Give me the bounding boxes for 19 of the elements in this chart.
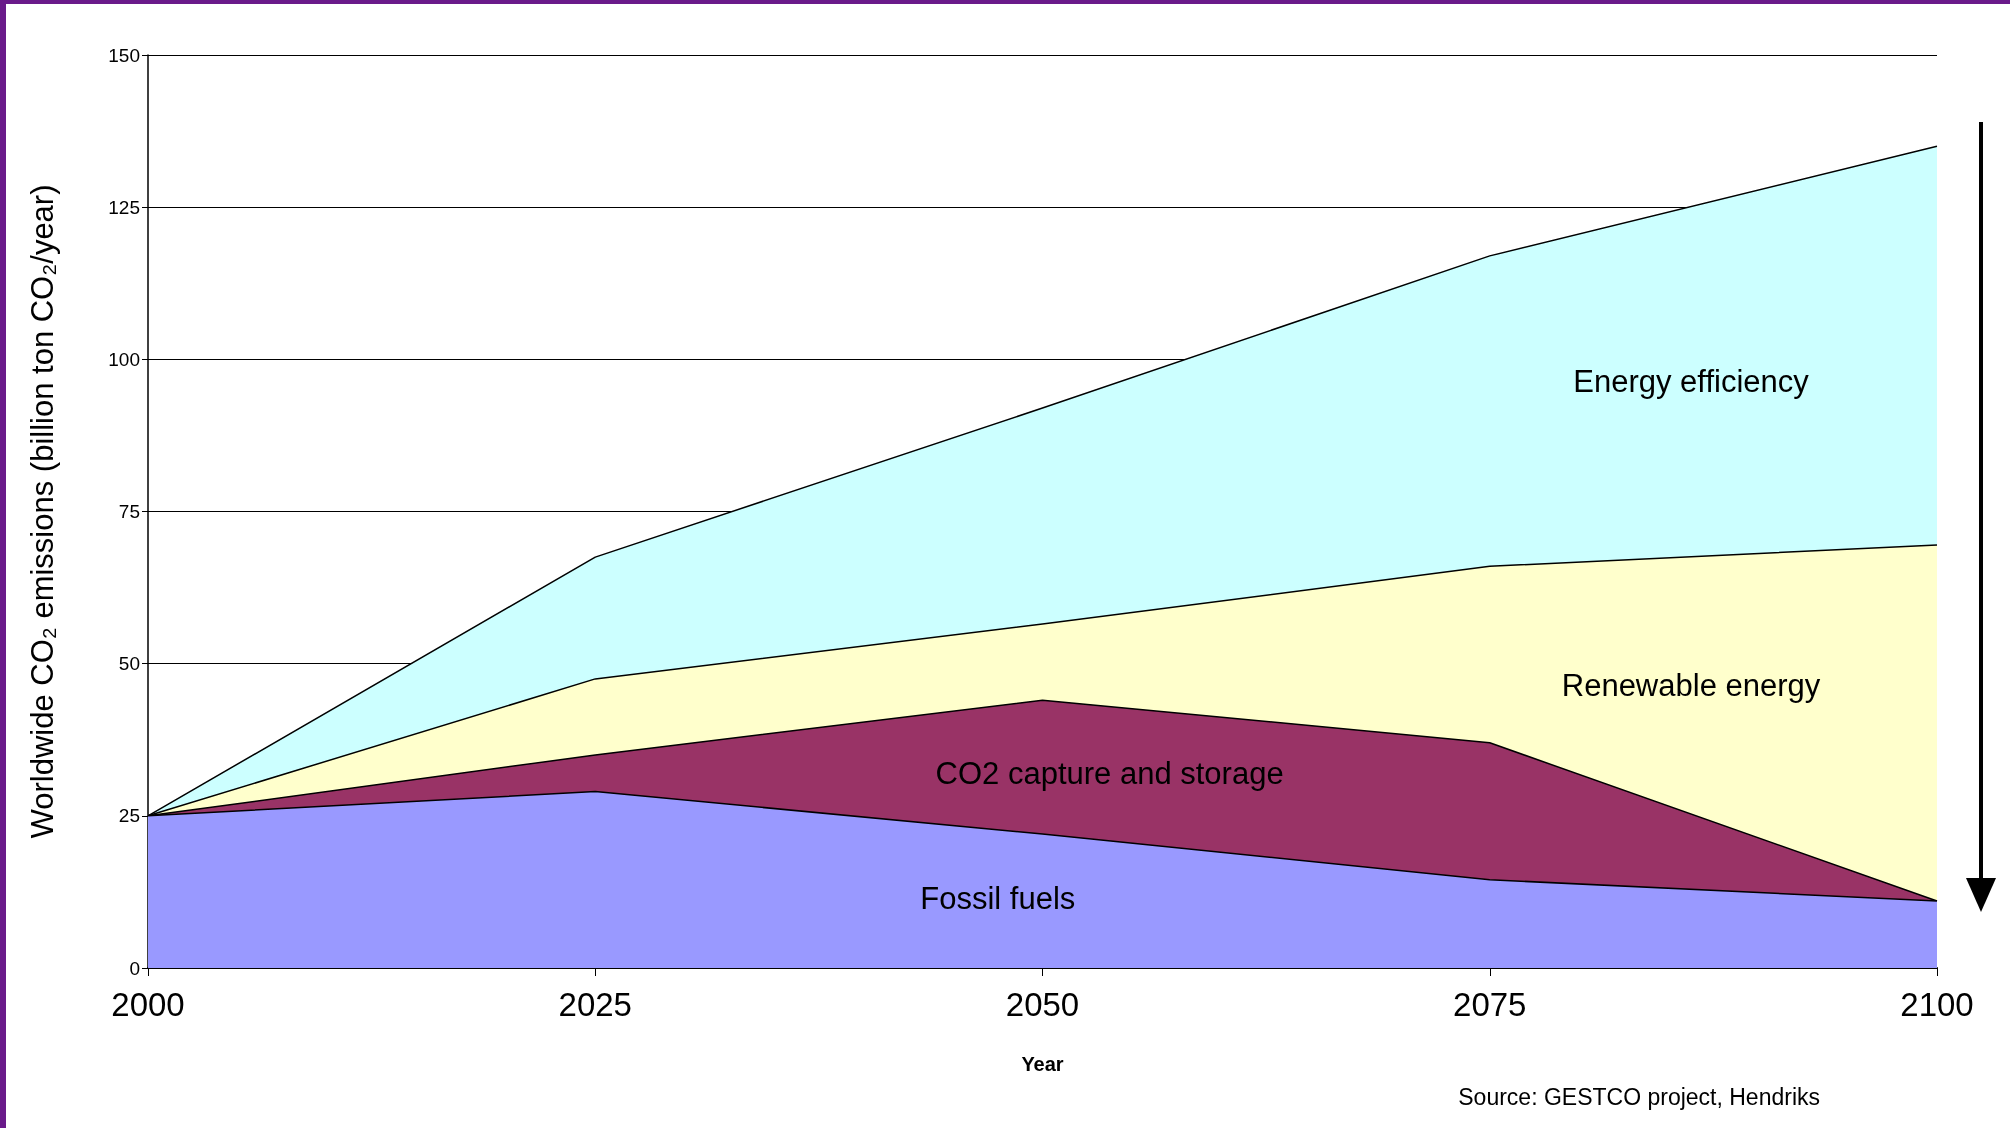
y-tick-label: 50	[118, 653, 140, 675]
x-axis-title: Year	[1021, 1053, 1064, 1075]
y-tick-label: 150	[108, 44, 140, 66]
y-axis-title: Worldwide CO₂ emissions (billion ton CO₂/year)	[25, 184, 60, 839]
x-tick-label: 2100	[1900, 986, 1974, 1023]
x-tick-label: 2000	[111, 986, 185, 1023]
y-tick-label: 0	[129, 957, 140, 979]
y-tick-label: 25	[118, 805, 140, 827]
series-label: Energy efficiency	[1573, 364, 1810, 400]
source-note: Source: GESTCO project, Hendriks	[1458, 1083, 1820, 1110]
series-label: Fossil fuels	[920, 881, 1076, 917]
x-tick-label: 2075	[1453, 986, 1527, 1023]
x-tick-label: 2025	[558, 986, 632, 1023]
y-tick-label: 125	[108, 196, 140, 218]
y-tick-label: 75	[118, 501, 140, 522]
y-tick-label: 100	[108, 348, 140, 370]
x-tick-label: 2050	[1005, 986, 1080, 1023]
series-label: CO2 capture and storage	[935, 756, 1284, 792]
series-label: Renewable energy	[1561, 667, 1821, 703]
